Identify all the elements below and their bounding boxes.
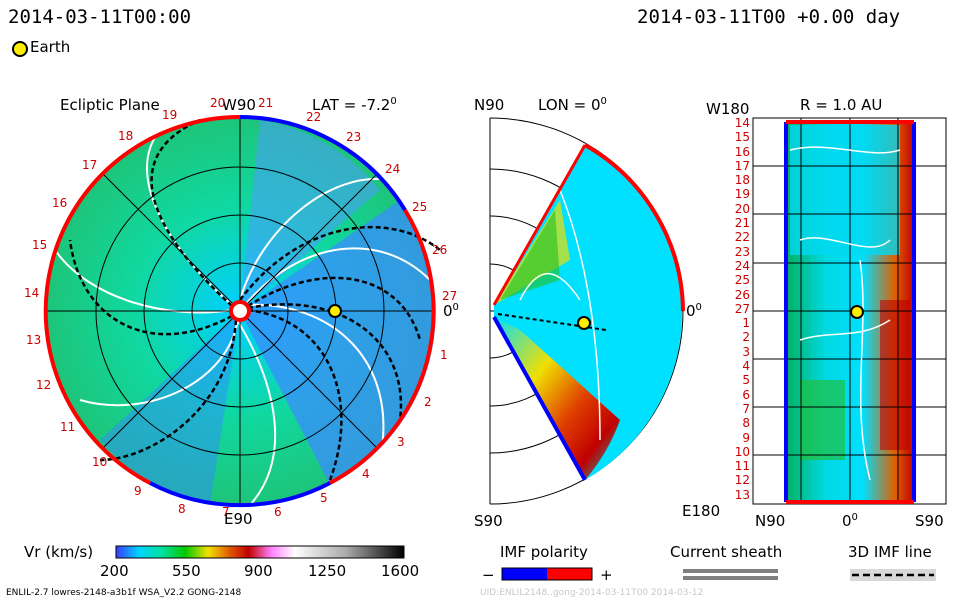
colorbar-tick-1250: 1250: [308, 562, 347, 580]
rotation-tick-24: 24: [385, 162, 401, 176]
radial-y-tick: 4: [742, 359, 750, 374]
footer-run-info: ENLIL-2.7 lowres-2148-a3b1f WSA_V2.2 GON…: [6, 588, 242, 598]
ecliptic-bottom-label: E90: [224, 510, 253, 528]
imf-minus-label: −: [482, 566, 495, 584]
radial-y-tick: 13: [734, 487, 750, 502]
radial-y-tick: 21: [734, 216, 750, 231]
ecliptic-title: Ecliptic Plane: [60, 96, 160, 114]
imf-line-label: 3D IMF line: [848, 543, 932, 561]
rotation-tick-18: 18: [118, 129, 134, 143]
radial-y-tick: 26: [734, 287, 750, 302]
radial-title: R = 1.0 AU: [800, 96, 883, 114]
rotation-tick-22: 22: [306, 110, 322, 124]
meridional-lon-label: LON = 00: [538, 96, 607, 114]
rotation-tick-15: 15: [32, 238, 48, 252]
rotation-tick-25: 25: [412, 200, 428, 214]
meridional-top-label: N90: [474, 96, 505, 114]
earth-position-icon: [328, 304, 342, 318]
radial-y-tick: 18: [734, 173, 750, 188]
rotation-tick-11: 11: [60, 420, 76, 434]
radial-y-tick: 8: [742, 416, 750, 431]
radial-y-tick: 23: [734, 244, 750, 259]
radial-y-tick: 16: [734, 144, 750, 159]
imf-positive-swatch: [547, 568, 592, 580]
radial-map-plot: [752, 117, 947, 505]
earth-marker-icon: [12, 41, 28, 57]
right-datetime: 2014-03-11T00 +0.00 day: [637, 6, 901, 28]
rotation-tick-14: 14: [24, 286, 40, 300]
colorbar-tick-550: 550: [172, 562, 201, 580]
rotation-tick-8: 8: [178, 502, 186, 516]
rotation-tick-20: 20: [210, 96, 226, 110]
rotation-tick-19: 19: [162, 108, 178, 122]
radial-y-tick: 22: [734, 230, 750, 245]
rotation-tick-26: 26: [432, 243, 448, 257]
rotation-tick-21: 21: [258, 96, 274, 110]
radial-y-tick: 17: [734, 158, 750, 173]
rotation-tick-1: 1: [440, 348, 448, 362]
colorbar-scale: [115, 545, 405, 559]
colorbar-tick-1600: 1600: [381, 562, 420, 580]
rotation-tick-13: 13: [26, 333, 42, 347]
radial-y-ticks: 14 15 16 17 18 19 20 21 22 23 24 25 26 2…: [726, 116, 750, 502]
rotation-tick-16: 16: [52, 196, 68, 210]
rotation-tick-10: 10: [92, 455, 108, 469]
left-datetime: 2014-03-11T00:00: [8, 6, 192, 28]
ecliptic-lat-label: LAT = -7.20: [312, 96, 397, 114]
rotation-tick-12: 12: [36, 378, 52, 392]
imf-polarity-label: IMF polarity: [500, 543, 588, 561]
rotation-tick-27: 27: [442, 289, 458, 303]
rotation-tick-17: 17: [82, 158, 98, 172]
rotation-tick-3: 3: [397, 435, 405, 449]
radial-y-tick: 1: [742, 316, 750, 331]
radial-y-tick: 11: [734, 459, 750, 474]
current-sheath-label: Current sheath: [670, 543, 783, 561]
meridional-plane-plot: [489, 117, 685, 505]
rotation-tick-9: 9: [134, 484, 142, 498]
radial-y-tick: 14: [734, 116, 750, 130]
colorbar-tick-200: 200: [100, 562, 129, 580]
radial-y-tick: 10: [734, 444, 750, 459]
earth-legend-label: Earth: [30, 38, 71, 56]
radial-bottom-left-label: E180: [682, 502, 721, 520]
rotation-tick-7: 7: [222, 505, 230, 519]
radial-y-tick: 19: [734, 187, 750, 202]
ecliptic-right-label: 00: [443, 302, 459, 320]
rotation-tick-23: 23: [346, 130, 362, 144]
radial-top-left-label: W180: [706, 100, 750, 118]
radial-x-label-n90: N90: [755, 512, 786, 530]
imf-plus-label: +: [600, 566, 613, 584]
radial-y-tick: 3: [742, 344, 750, 359]
radial-y-tick: 9: [742, 430, 750, 445]
radial-x-label-s90: S90: [915, 512, 944, 530]
rotation-tick-2: 2: [424, 395, 432, 409]
ecliptic-plane-plot: [43, 114, 441, 508]
rotation-tick-6: 6: [274, 505, 282, 519]
colorbar-label: Vr (km/s): [24, 543, 94, 561]
radial-y-tick: 27: [734, 301, 750, 316]
ecliptic-top-label: W90: [222, 96, 256, 114]
radial-y-tick: 7: [742, 401, 750, 416]
radial-y-tick: 5: [742, 373, 750, 388]
radial-y-tick: 6: [742, 387, 750, 402]
radial-y-tick: 2: [742, 330, 750, 345]
rotation-tick-4: 4: [362, 467, 370, 481]
meridional-bottom-label: S90: [474, 512, 503, 530]
radial-x-label-0: 00: [842, 512, 858, 530]
rotation-tick-5: 5: [320, 491, 328, 505]
colorbar-tick-900: 900: [244, 562, 273, 580]
radial-y-tick: 25: [734, 273, 750, 288]
radial-y-tick: 24: [734, 258, 750, 273]
meridional-right-label: 00: [686, 302, 702, 320]
radial-y-tick: 15: [734, 130, 750, 145]
radial-y-tick: 12: [734, 473, 750, 488]
radial-y-tick: 20: [734, 201, 750, 216]
imf-negative-swatch: [502, 568, 547, 580]
footer-uid: UID:ENLIL2148..gong-2014-03-11T00 2014-0…: [480, 588, 704, 598]
